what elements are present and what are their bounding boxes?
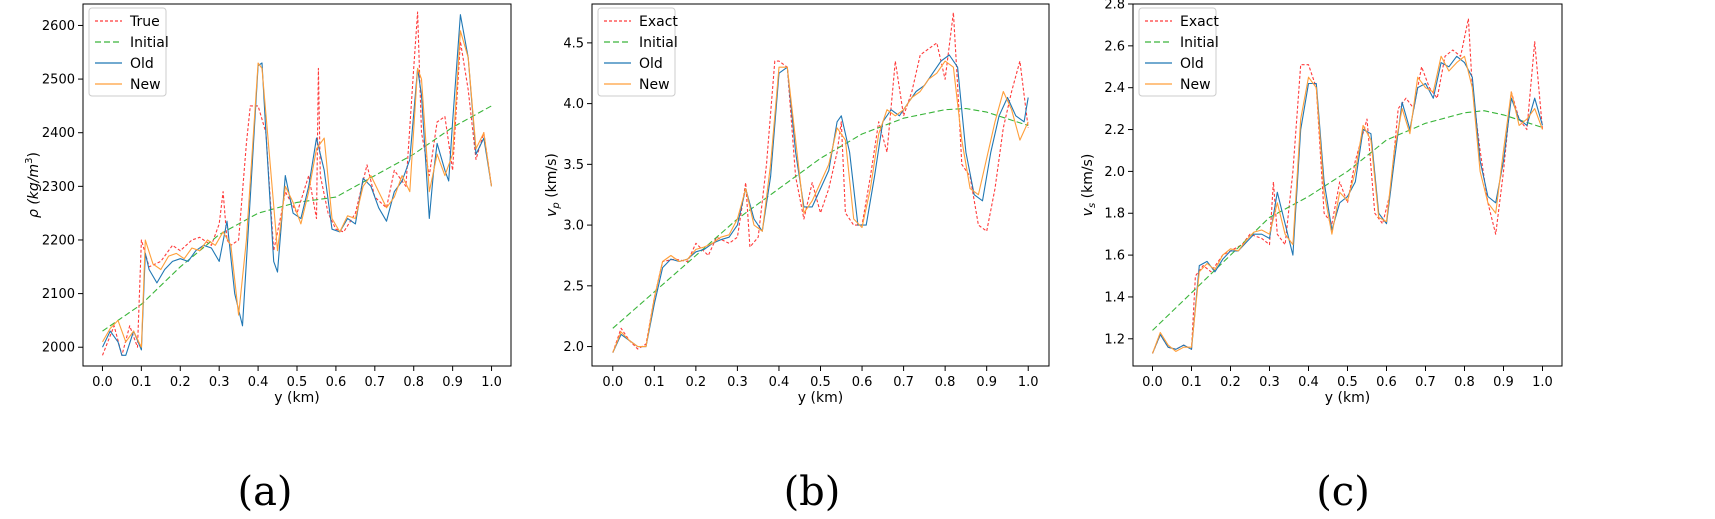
- panel-caption: (c): [1316, 469, 1370, 515]
- legend-label: New: [639, 77, 670, 93]
- y-tick-label: 2500: [42, 73, 75, 88]
- legend-label: New: [1180, 77, 1211, 93]
- y-tick-label: 2300: [42, 180, 75, 195]
- y-tick-label: 2100: [42, 287, 75, 302]
- legend: Exact Initial Old New: [597, 7, 678, 97]
- legend-label: Initial: [1180, 35, 1219, 51]
- x-tick-label: 0.9: [442, 375, 463, 390]
- y-axis-label: ρ (kg/m3): [24, 152, 42, 218]
- y-tick-label: 2.2: [1104, 123, 1125, 138]
- series-line-old: [612, 54, 1029, 353]
- y-tick-label: 2.0: [1104, 165, 1125, 180]
- x-tick-label: 0.8: [1454, 375, 1475, 390]
- legend-label: True: [129, 14, 160, 30]
- y-tick-label: 1.8: [1104, 207, 1125, 222]
- legend: Exact Initial Old New: [1138, 7, 1219, 97]
- x-tick-label: 0.2: [170, 375, 191, 390]
- series-line-new: [1151, 55, 1544, 354]
- x-tick-label: 0.0: [1142, 375, 1163, 390]
- x-tick-label: 0.3: [1259, 375, 1280, 390]
- x-tick-label: 0.9: [1493, 375, 1514, 390]
- chart-panel-3: 0.0 0.1 0.2 0.3 0.4 0.5 0.6 0.7 0.8 0.9 1.0 1.2 1.4 1…: [1080, 0, 1563, 515]
- legend-label: New: [130, 77, 161, 93]
- x-axis-label: y (km): [798, 390, 843, 406]
- plot-frame: [82, 3, 512, 367]
- y-tick-label: 4.5: [563, 36, 584, 51]
- plot-frame: [591, 3, 1050, 367]
- x-tick-label: 0.1: [1181, 375, 1202, 390]
- legend-label: Initial: [130, 35, 169, 51]
- x-tick-label: 0.1: [644, 375, 665, 390]
- legend-label: Old: [1180, 56, 1204, 72]
- x-tick-label: 0.7: [1415, 375, 1436, 390]
- x-tick-label: 0.3: [209, 375, 230, 390]
- y-tick-label: 3.0: [563, 219, 584, 234]
- x-tick-label: 0.6: [326, 375, 347, 390]
- y-axis-label: vs (km/s): [1080, 154, 1098, 217]
- panel-caption: (b): [784, 469, 841, 515]
- panel-caption: (a): [237, 469, 292, 515]
- x-tick-label: 0.3: [727, 375, 748, 390]
- legend: True Initial Old New: [88, 7, 169, 97]
- y-tick-label: 2.4: [1104, 81, 1125, 96]
- x-tick-label: 0.8: [935, 375, 956, 390]
- y-tick-label: 2600: [42, 19, 75, 34]
- x-tick-label: 0.5: [1337, 375, 1358, 390]
- y-tick-label: 2.5: [563, 279, 584, 294]
- series-line-new: [102, 30, 493, 348]
- y-tick-label: 2.6: [1104, 39, 1125, 54]
- plot-frame: [1132, 3, 1563, 367]
- x-tick-label: 0.0: [602, 375, 623, 390]
- x-tick-label: 0.9: [976, 375, 997, 390]
- x-tick-label: 0.5: [810, 375, 831, 390]
- series-line-new: [612, 60, 1029, 353]
- x-tick-label: 0.7: [893, 375, 914, 390]
- legend-label: Old: [130, 56, 154, 72]
- x-tick-label: 0.1: [131, 375, 152, 390]
- legend-label: Exact: [639, 14, 678, 30]
- x-tick-label: 1.0: [481, 375, 502, 390]
- x-tick-label: 1.0: [1018, 375, 1039, 390]
- series-line-initial: [102, 105, 492, 332]
- x-axis-label: y (km): [1325, 390, 1370, 406]
- legend-label: Initial: [639, 35, 678, 51]
- y-tick-label: 1.2: [1104, 332, 1125, 347]
- y-tick-label: 2400: [42, 126, 75, 141]
- series-line-initial: [1152, 110, 1543, 331]
- y-tick-label: 2000: [42, 341, 75, 356]
- x-tick-label: 0.5: [287, 375, 308, 390]
- x-tick-label: 0.4: [248, 375, 269, 390]
- x-tick-label: 0.8: [403, 375, 424, 390]
- y-tick-label: 2200: [42, 233, 75, 248]
- y-tick-label: 2.0: [563, 340, 584, 355]
- series-line-initial: [612, 107, 1029, 329]
- y-tick-label: 3.5: [563, 158, 584, 173]
- x-axis-label: y (km): [274, 390, 319, 406]
- series-line-old: [102, 14, 493, 356]
- x-tick-label: 0.4: [769, 375, 790, 390]
- legend-label: Old: [639, 56, 663, 72]
- x-tick-label: 0.2: [1220, 375, 1241, 390]
- y-axis-label: vp (km/s): [544, 153, 562, 217]
- x-tick-label: 0.2: [686, 375, 707, 390]
- y-tick-label: 2.8: [1104, 0, 1125, 13]
- legend-label: Exact: [1180, 14, 1219, 30]
- y-tick-label: 1.6: [1104, 249, 1125, 264]
- x-tick-label: 0.6: [852, 375, 873, 390]
- x-tick-label: 0.0: [92, 375, 113, 390]
- x-tick-label: 0.6: [1376, 375, 1397, 390]
- x-tick-label: 0.7: [364, 375, 385, 390]
- x-tick-label: 1.0: [1532, 375, 1553, 390]
- series-line-old: [1151, 55, 1544, 354]
- y-tick-label: 1.4: [1104, 290, 1125, 305]
- x-tick-label: 0.4: [1298, 375, 1319, 390]
- chart-panel-1: 0.0 0.1 0.2 0.3 0.4 0.5 0.6 0.7 0.8 0.9 1.0 2000 210…: [24, 3, 512, 515]
- chart-panel-2: 0.0 0.1 0.2 0.3 0.4 0.5 0.6 0.7 0.8 0.9 1.0 2.0 2.5 3…: [544, 3, 1050, 515]
- y-tick-label: 4.0: [563, 97, 584, 112]
